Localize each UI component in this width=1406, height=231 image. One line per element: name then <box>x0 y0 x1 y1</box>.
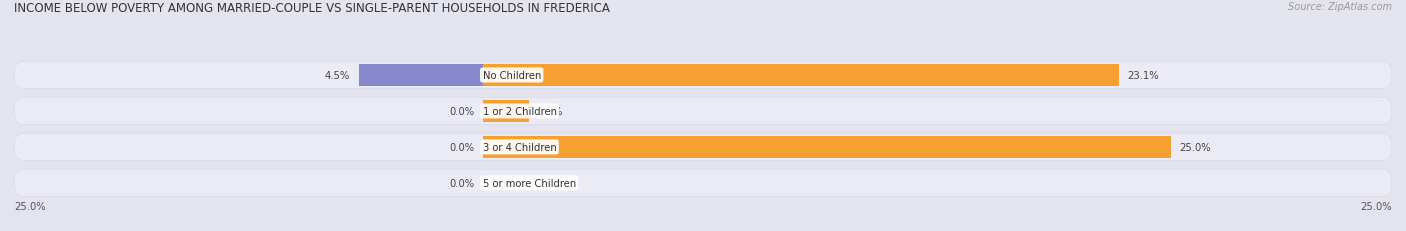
Text: 25.0%: 25.0% <box>14 201 45 211</box>
Text: 1 or 2 Children: 1 or 2 Children <box>482 106 557 116</box>
Text: 25.0%: 25.0% <box>1180 142 1212 152</box>
Text: 0.0%: 0.0% <box>491 178 516 188</box>
Bar <box>359 64 482 87</box>
Text: No Children: No Children <box>482 71 541 81</box>
FancyBboxPatch shape <box>14 62 1392 89</box>
Text: 4.5%: 4.5% <box>325 71 350 81</box>
FancyBboxPatch shape <box>14 98 1392 125</box>
Text: Source: ZipAtlas.com: Source: ZipAtlas.com <box>1288 2 1392 12</box>
Text: 0.0%: 0.0% <box>449 106 474 116</box>
Text: 1.7%: 1.7% <box>537 106 562 116</box>
FancyBboxPatch shape <box>14 134 1392 161</box>
Text: 25.0%: 25.0% <box>1361 201 1392 211</box>
Text: 23.1%: 23.1% <box>1128 71 1159 81</box>
Text: INCOME BELOW POVERTY AMONG MARRIED-COUPLE VS SINGLE-PARENT HOUSEHOLDS IN FREDERI: INCOME BELOW POVERTY AMONG MARRIED-COUPL… <box>14 2 610 15</box>
Bar <box>482 136 1171 158</box>
Text: 0.0%: 0.0% <box>449 142 474 152</box>
Text: 5 or more Children: 5 or more Children <box>482 178 576 188</box>
Text: 0.0%: 0.0% <box>449 178 474 188</box>
Text: 3 or 4 Children: 3 or 4 Children <box>482 142 557 152</box>
Bar <box>482 64 1119 87</box>
Bar <box>482 100 530 123</box>
FancyBboxPatch shape <box>14 170 1392 197</box>
